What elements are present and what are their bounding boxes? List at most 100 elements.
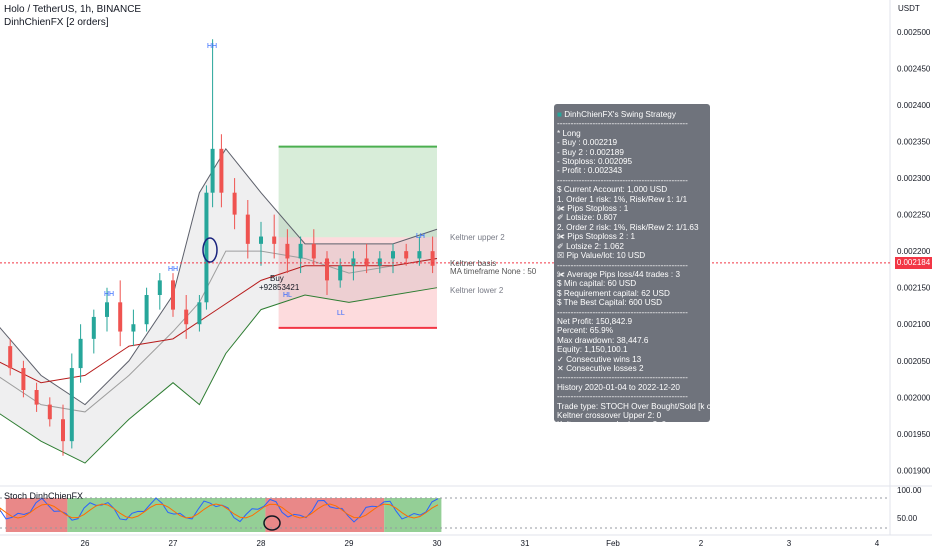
panel-line: ----------------------------------------…: [557, 175, 688, 185]
panel-line: $ Min capital: 60 USD: [557, 279, 637, 289]
panel-line: ----------------------------------------…: [557, 260, 688, 270]
buy-label: Buy: [270, 274, 284, 283]
candle-body: [91, 316, 96, 339]
candle-body: [61, 419, 65, 442]
candle-body: [364, 258, 369, 266]
price-tick-label: 0.002400: [897, 101, 931, 110]
hl-tag: HL: [283, 292, 292, 299]
candle-body: [78, 338, 83, 369]
candle-body: [204, 192, 209, 303]
candle-body: [171, 280, 175, 310]
loss-zone: [278, 237, 437, 328]
panel-line: - Buy : 0.002219: [557, 138, 618, 148]
candle-body: [232, 192, 237, 215]
symbol-title[interactable]: Holo / TetherUS, 1h, BINANCE: [4, 4, 142, 15]
candle-body: [8, 346, 13, 369]
time-tick-label: 2: [699, 539, 704, 548]
buy-amount-label: +92853421: [259, 283, 300, 292]
price-tick-label: 0.002500: [897, 28, 931, 37]
panel-line: $ Current Account: 1,000 USD: [557, 185, 668, 195]
candle-body: [325, 258, 329, 281]
candle-body: [144, 295, 149, 325]
hand-drawn-circle: [263, 515, 281, 531]
stoch-d-line: [0, 503, 439, 519]
candle-body: [197, 302, 202, 325]
candle-body: [184, 309, 189, 325]
candle-body: [219, 148, 224, 193]
panel-line: ----------------------------------------…: [557, 119, 688, 129]
candle-body: [47, 404, 52, 420]
hh-tag: HH: [168, 266, 179, 273]
candle-body: [245, 214, 250, 244]
oscillator-title[interactable]: Stoch DinhChienFX: [4, 491, 84, 501]
panel-line: ✀ Pips Stoploss : 1: [557, 204, 629, 214]
panel-line: ----------------------------------------…: [557, 307, 688, 317]
strategy-panel: ■ DinhChienFX's Swing Strategy ---------…: [554, 104, 710, 422]
hh-tag: HH: [207, 43, 218, 50]
candle-body: [404, 251, 409, 259]
panel-line: ----------------------------------------…: [557, 392, 688, 402]
price-tick-label: 0.002450: [897, 64, 931, 73]
ma-timeframe-label: MA timeframe None : 50: [450, 267, 537, 276]
price-tick-label: 0.002200: [897, 247, 931, 256]
keltner-band-fill: [0, 148, 437, 464]
time-tick-label: 28: [257, 539, 266, 548]
panel-line: ✓ Consecutive wins 13: [557, 354, 642, 364]
candle-body: [338, 265, 343, 281]
panel-line: Max drawdown: 38,447.6: [557, 335, 649, 345]
lh-tag: LH: [416, 233, 425, 240]
time-tick-label: 27: [169, 539, 178, 548]
panel-line: ✀ Average Pips loss/44 trades : 3: [557, 269, 681, 279]
panel-line: Percent: 65.9%: [557, 326, 613, 336]
candle-body: [118, 302, 123, 332]
time-tick-label: Feb: [606, 539, 620, 548]
candle-body: [391, 251, 395, 259]
panel-line: ----------------------------------------…: [557, 373, 688, 383]
series-line-1: [0, 250, 438, 413]
keltner-lower-label: Keltner lower 2: [450, 286, 504, 295]
price-tick-label: 0.002150: [897, 284, 931, 293]
candle-body: [21, 368, 26, 390]
candle-body: [298, 243, 303, 259]
panel-line: ✕ Consecutive losses 2: [557, 363, 644, 373]
price-tick-label: 0.002250: [897, 211, 931, 220]
time-tick-label: 3: [787, 539, 792, 548]
candle-body: [210, 148, 215, 193]
panel-line: Keltner crossunder Lower 2: 0: [557, 420, 710, 422]
time-tick-label: 30: [433, 539, 442, 548]
price-tick-label: 0.001900: [897, 466, 931, 475]
panel-lines: ----------------------------------------…: [557, 119, 710, 422]
panel-line: $ The Best Capital: 600 USD: [557, 298, 662, 308]
price-tick-label: 0.002050: [897, 357, 931, 366]
price-tick-label: 0.002100: [897, 320, 931, 329]
series-line-2: [0, 287, 438, 464]
panel-line: 2. Order 2 risk: 1%, Risk/Rew 2: 1/1.63: [557, 222, 699, 232]
candle-body: [34, 390, 39, 405]
time-tick-label: 4: [875, 539, 880, 548]
time-tick-label: 26: [81, 539, 90, 548]
candle-body: [285, 243, 290, 259]
panel-line: ✐ Lotsize 2: 1.062: [557, 241, 624, 251]
indicator-title[interactable]: DinhChienFX [2 orders]: [4, 17, 109, 28]
time-tick-label: 31: [521, 539, 530, 548]
panel-line: ✀ Pips Stoploss 2 : 1: [557, 232, 636, 242]
hh-tag: HH: [104, 291, 115, 298]
profit-zone: [278, 146, 437, 238]
oscillator-zone: [67, 498, 173, 532]
panel-line: Net Profit: 150,842.9: [557, 316, 633, 326]
price-tick-label: 0.002300: [897, 174, 931, 183]
keltner-upper-label: Keltner upper 2: [450, 233, 505, 242]
time-tick-label: 29: [345, 539, 354, 548]
panel-line: ☒ Pip Value/lot: 10 USD: [557, 251, 646, 261]
oscillator-tick-label: 100.00: [897, 486, 922, 495]
hand-drawn-circle: [202, 237, 218, 263]
candle-body: [131, 324, 136, 332]
price-tick-label: 0.002350: [897, 138, 931, 147]
ll-tag: LL: [337, 310, 345, 317]
currency-label: USDT: [898, 4, 920, 13]
candle-body: [417, 251, 422, 259]
candle-body: [259, 236, 263, 244]
candle-body: [157, 280, 162, 295]
panel-title: ■ DinhChienFX's Swing Strategy: [557, 110, 676, 119]
